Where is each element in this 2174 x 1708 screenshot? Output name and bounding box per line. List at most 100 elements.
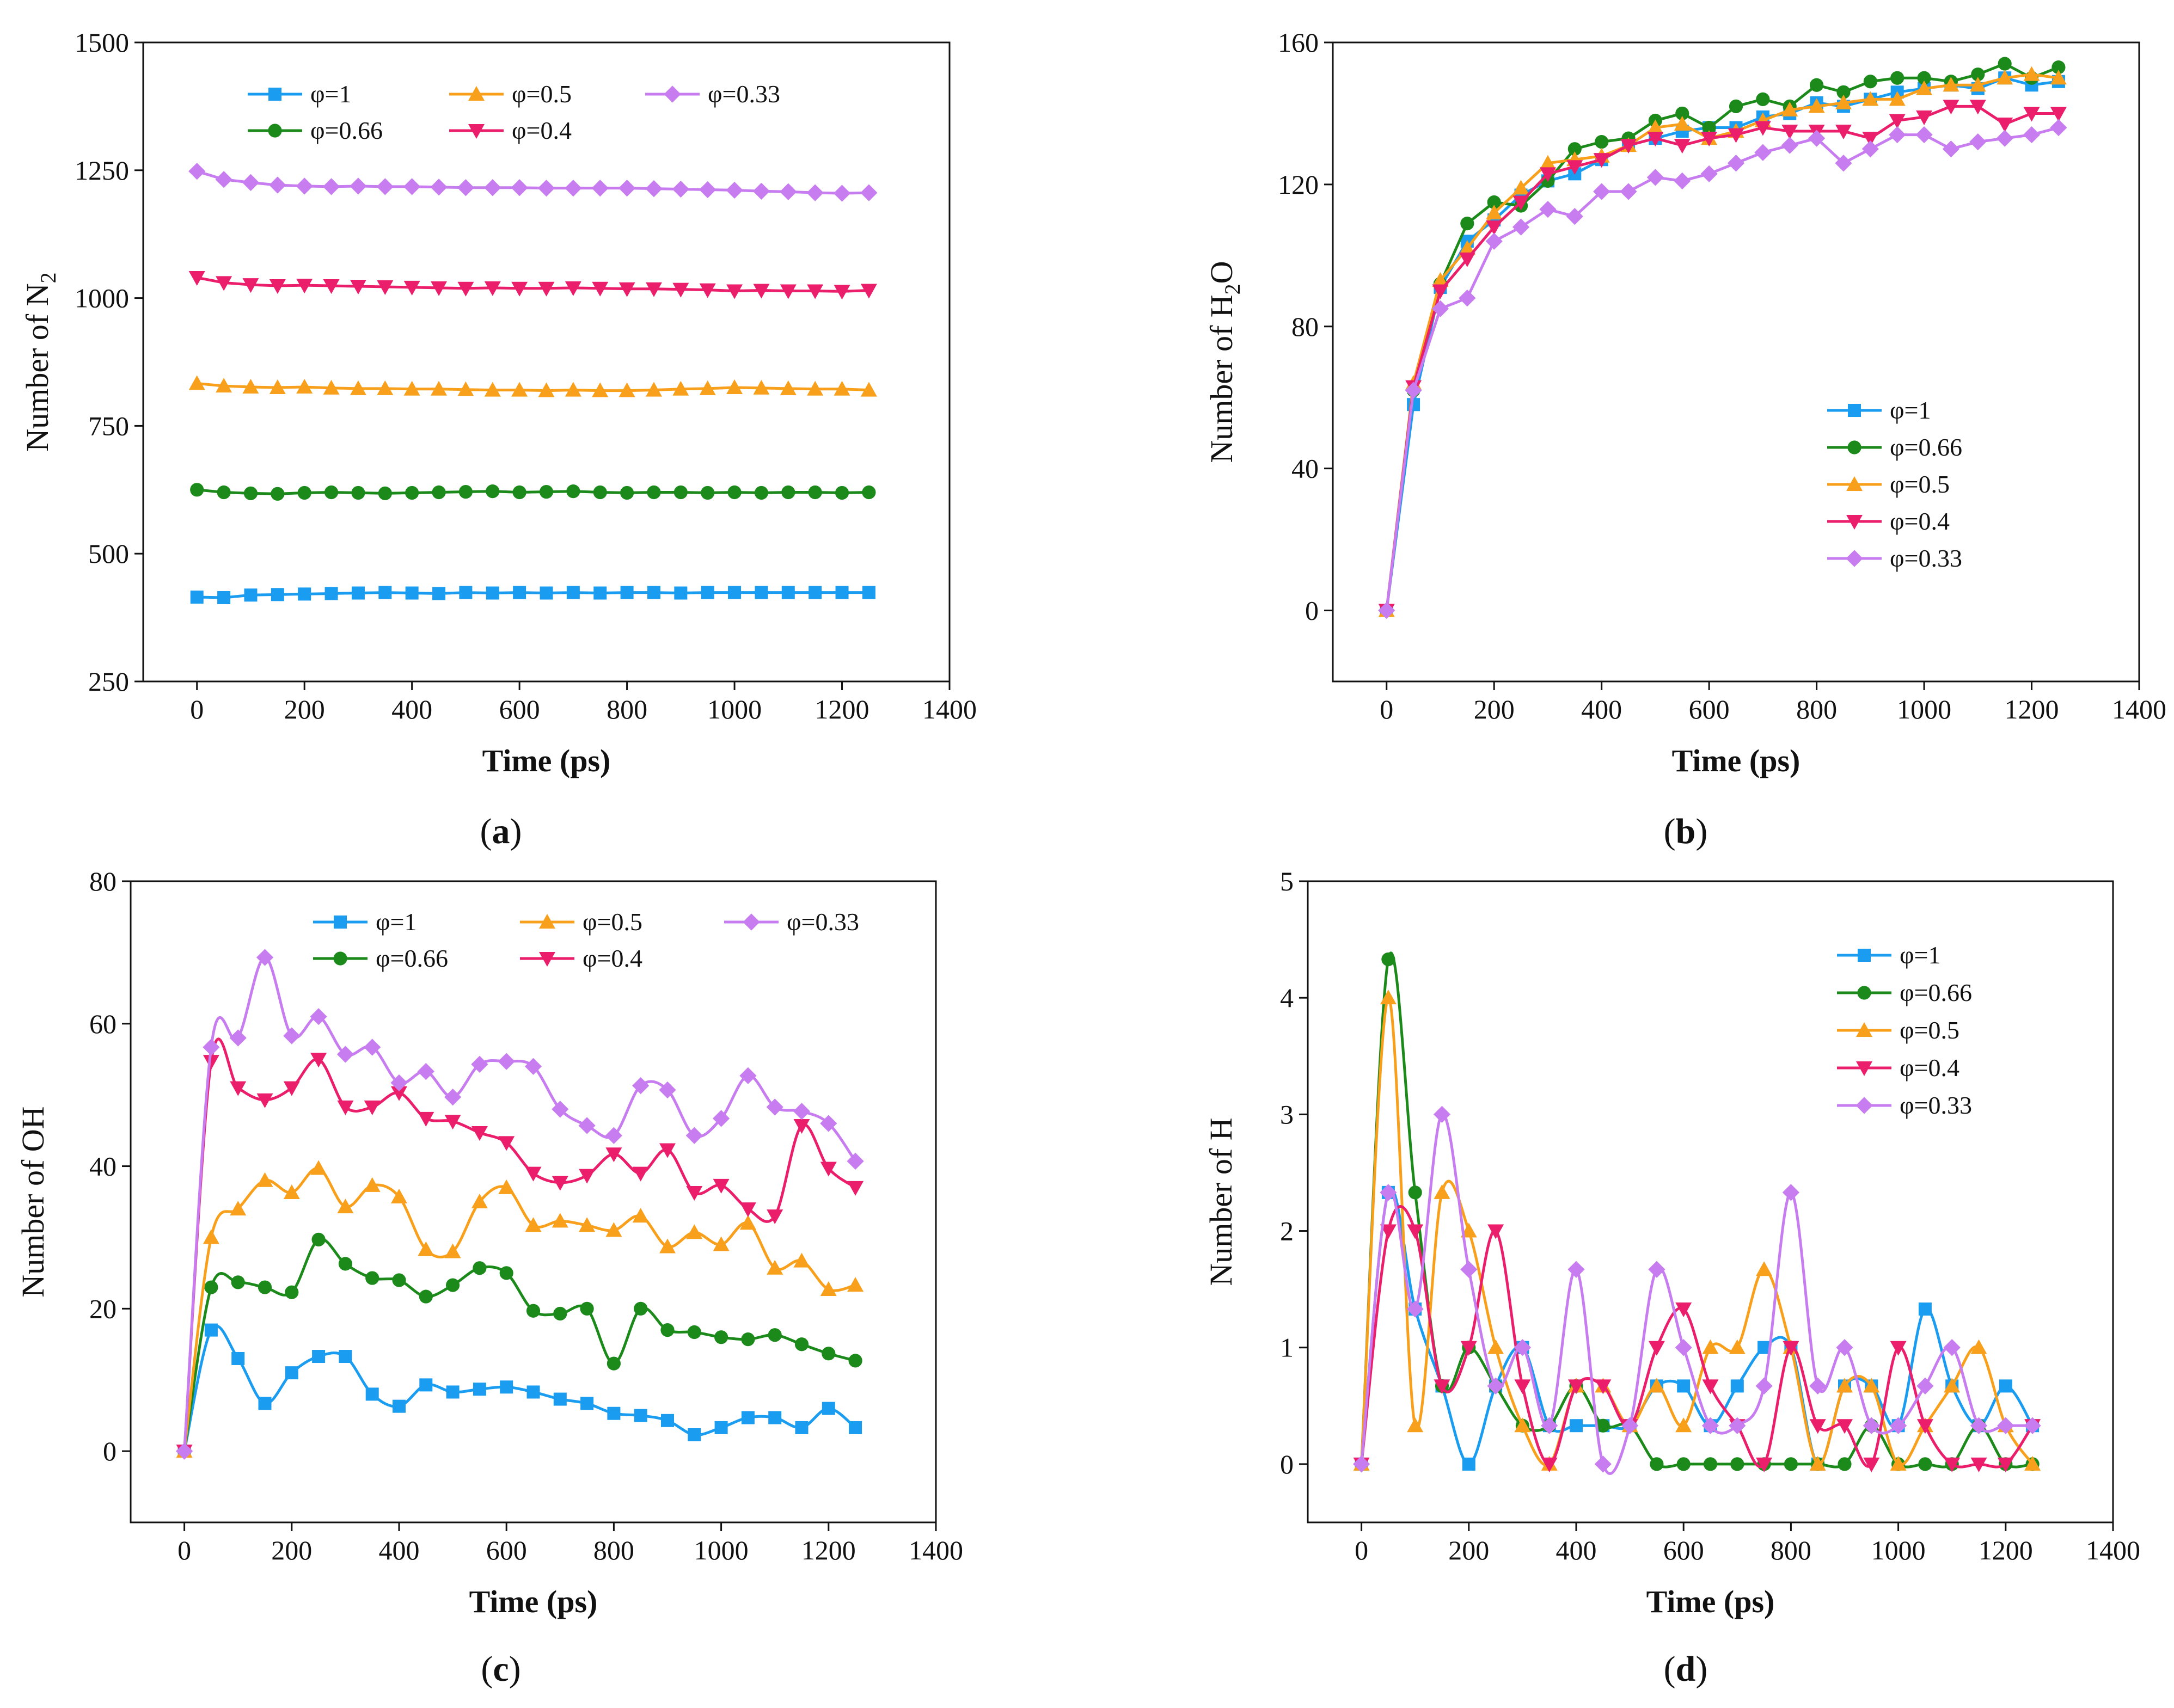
data-point [1943,1339,1961,1356]
data-point [634,1301,648,1316]
plot-frame [1332,41,2140,683]
y-tick-label: 20 [89,1293,117,1324]
data-point [579,1169,596,1184]
y-tick-label: 500 [88,538,129,569]
data-point [1570,1419,1583,1433]
data-point [2050,70,2067,85]
data-point [1595,135,1609,149]
data-point [1890,1417,1907,1434]
x-tick-label: 1200 [2005,694,2059,724]
data-point [364,1177,381,1192]
legend-marker [1846,515,1863,530]
y-tick-label: 1500 [75,27,129,58]
data-point [231,1275,245,1289]
data-point [1539,155,1556,170]
data-point [418,1241,434,1256]
series-line [197,591,869,599]
data-point [552,1176,568,1191]
data-point [351,586,365,600]
data-point [820,1115,837,1132]
x-tick-label: 1000 [1897,694,1951,724]
data-point [699,181,716,199]
data-point [446,1385,460,1399]
caption-c: (c) [481,1649,521,1689]
data-point [741,1411,755,1424]
data-point [538,382,555,397]
data-point [552,1213,568,1228]
data-point [2050,107,2067,122]
x-tick-label: 0 [1380,694,1393,724]
data-point [269,379,286,394]
data-point [242,174,260,191]
data-point [188,163,206,180]
data-point [1944,1457,1961,1472]
data-point [780,183,797,200]
legend-label: φ=0.66 [376,944,448,972]
data-point [1836,85,1851,99]
data-point [848,1354,862,1368]
x-tick-label: 600 [1663,1535,1704,1565]
data-point [2024,1455,2041,1471]
data-point [405,486,419,500]
data-point [1621,1417,1639,1434]
y-tick-label: 3 [1280,1099,1294,1129]
data-point [297,486,311,500]
legend-marker [1856,1061,1872,1076]
data-point [364,1039,381,1056]
data-point [392,1273,406,1287]
data-point [1996,130,2013,147]
data-point [1647,132,1664,147]
legend-label: φ=0.4 [1890,507,1950,535]
legend-label: φ=0.5 [1900,1016,1959,1044]
data-point [1916,1419,1933,1434]
data-point [809,586,822,599]
data-point [739,1202,756,1218]
data-point [431,281,448,296]
legend-label: φ=0.5 [1890,470,1950,498]
data-point [1567,1261,1585,1278]
data-point [513,586,526,599]
data-point [1702,1339,1719,1354]
data-point [822,1347,836,1361]
data-point [860,184,878,201]
data-point [231,1351,245,1365]
legend-item: φ=0.66 [313,944,448,972]
data-point [1701,1417,1719,1434]
data-point [1408,1185,1422,1200]
data-point [647,586,660,599]
y-axis-label: Number of H [1203,1117,1239,1286]
legend-label: φ=1 [310,80,352,108]
data-point [780,284,797,299]
data-point [807,284,824,299]
data-point [244,588,258,602]
data-point [188,271,205,286]
data-point [1861,140,1879,158]
data-point [1970,1457,1987,1472]
data-point [618,282,635,297]
series-4 [188,163,878,202]
data-point [1781,125,1798,140]
data-point [337,1100,354,1115]
data-point [403,280,420,296]
data-point [1460,1341,1477,1356]
series-3 [1378,100,2067,619]
data-point [1997,118,2013,133]
data-point [1620,139,1637,154]
legend-item: φ=0.33 [724,908,859,936]
y-tick-label: 40 [89,1151,117,1182]
data-point [350,177,367,195]
data-point [834,380,850,396]
data-point [511,382,528,397]
x-tick-label: 400 [1581,694,1622,724]
data-point [726,284,743,299]
y-axis-label: Number of H2O [1204,261,1245,463]
data-point [285,1285,299,1299]
data-point [310,1160,327,1175]
data-point [444,1115,461,1130]
data-point [1594,1455,1612,1473]
series-0 [1355,1185,2040,1471]
y-tick-label: 5 [1280,866,1294,896]
y-tick-label: 0 [1280,1449,1294,1479]
data-point [754,486,769,500]
data-point [645,180,663,198]
